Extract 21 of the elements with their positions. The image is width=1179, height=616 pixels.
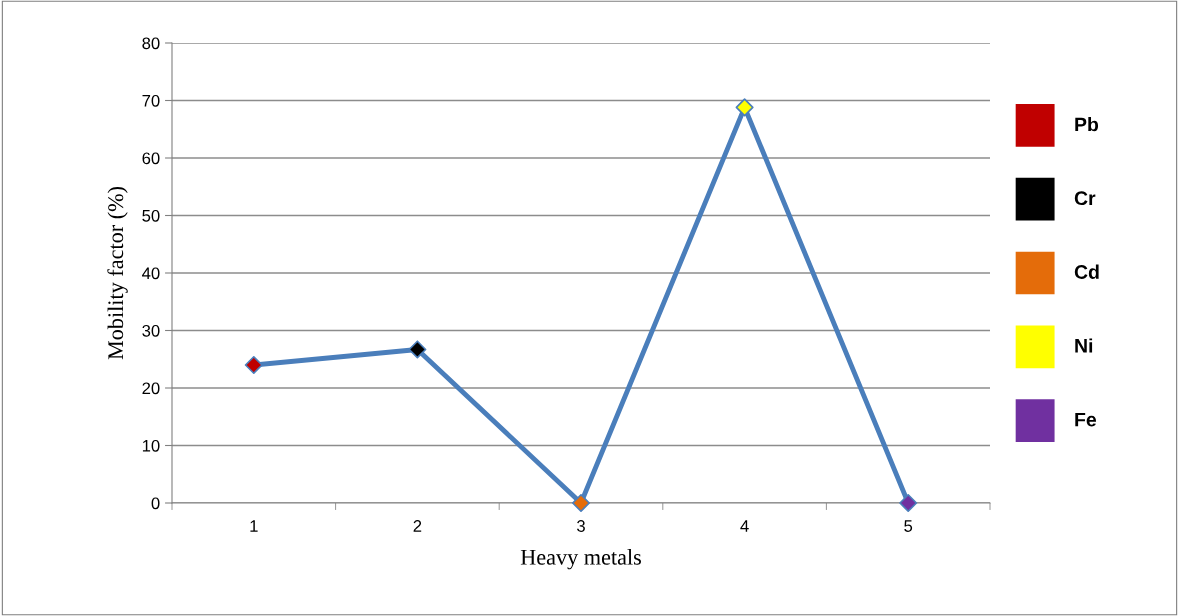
legend-label: Ni [1075,338,1093,353]
legend-label: Fe [1075,412,1097,427]
legend-label: Pb [1075,117,1099,132]
y-axis-title: Mobility factor (%) [107,186,128,360]
x-axis-title: Heavy metals [520,549,641,570]
legend-label: Cr [1074,191,1096,206]
y-tick-label: 30 [142,324,160,337]
x-tick-label: 2 [413,520,422,532]
y-tick-label: 20 [142,382,160,395]
y-tick-label: 0 [151,497,160,510]
y-tick-label: 70 [142,94,160,107]
y-tick-label: 60 [142,152,160,165]
y-tick-label: 80 [142,37,160,50]
x-tick-label: 5 [904,520,913,532]
legend-label: Cd [1074,264,1099,279]
y-tick-label: 50 [142,209,160,222]
x-tick-label: 4 [740,520,749,532]
y-tick-label: 40 [142,267,160,280]
x-tick-label: 3 [577,520,585,532]
x-tick-label: 1 [250,520,258,532]
y-tick-label: 10 [142,439,160,452]
